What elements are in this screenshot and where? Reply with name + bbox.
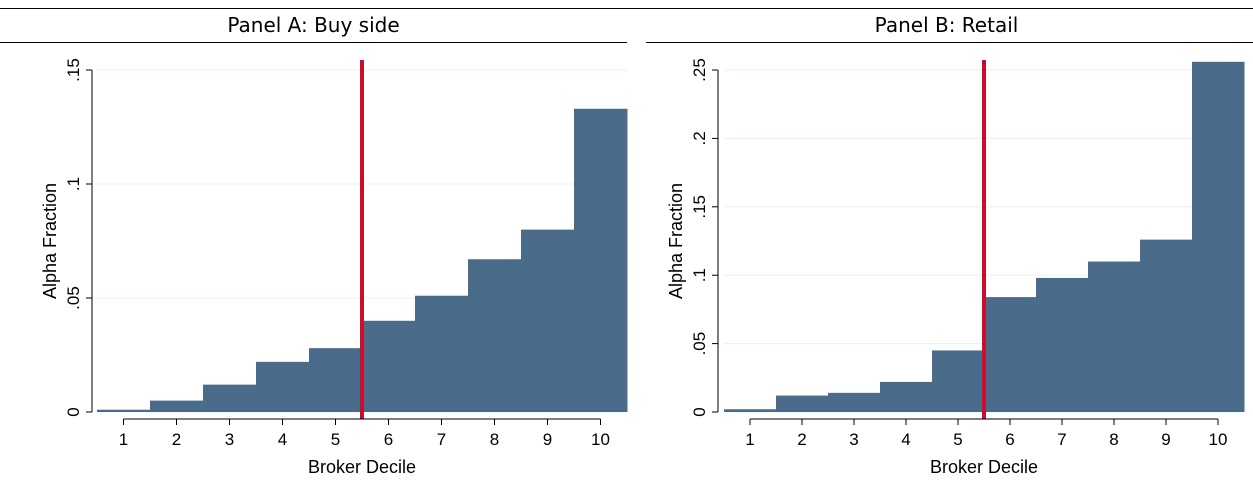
panel-b-y-tick-label: .05 [690, 332, 709, 356]
panel-b-x-tick-label: 7 [1057, 430, 1066, 449]
panel-a-x-axis-title: Broker Decile [308, 457, 416, 477]
panel-b-x-tick-label: 6 [1005, 430, 1014, 449]
panel-a-title-underline [0, 42, 627, 43]
panel-b-y-tick-label: .1 [690, 268, 709, 282]
panel-a-title: Panel A: Buy side [227, 13, 400, 37]
panel-b-bar [828, 392, 881, 412]
panel-b-y-tick-label: .15 [690, 195, 709, 219]
panel-b-y-axis-title: Alpha Fraction [666, 183, 686, 299]
panel-b-bar [880, 381, 933, 412]
panel-b-y-tick-label: 0 [690, 407, 709, 416]
panel-a-plot: 0 .05 .1 .15 1 2 3 4 5 6 7 8 9 10 Broker Decile Alpha F… [40, 58, 628, 477]
panel-b-title-underline [646, 42, 1253, 43]
panel-b-x-tick-label: 3 [849, 430, 858, 449]
top-rule [0, 8, 1253, 9]
panel-a-bar [309, 348, 363, 412]
panel-a-bar [97, 409, 151, 412]
panel-b-x-tick-label: 8 [1109, 430, 1118, 449]
panel-b-bar [1140, 239, 1193, 412]
panel-b-x-axis-title: Broker Decile [930, 457, 1038, 477]
panel-a-y-tick-label: 0 [64, 407, 83, 416]
panel-a-bar [521, 229, 575, 412]
panel-a-y-tick-label: .05 [64, 286, 83, 310]
panel-b-bar [724, 409, 777, 412]
panel-b-title: Panel B: Retail [874, 13, 1019, 37]
panel-a-bar [150, 400, 204, 412]
panel-a-x-tick-label: 8 [490, 430, 499, 449]
panel-a-y-tick-label: .15 [64, 58, 83, 82]
panel-b-bar [1088, 261, 1141, 412]
panel-a-bar [362, 320, 416, 412]
panel-b-bar [984, 297, 1037, 412]
panel-a-x-tick-label: 10 [591, 430, 610, 449]
panel-a-x-tick-label: 1 [119, 430, 128, 449]
panel-a-x-tick-label: 9 [543, 430, 552, 449]
panel-a-bar [574, 108, 628, 412]
panel-b-y-tick-label: .25 [690, 58, 709, 82]
panel-a-x-tick-label: 3 [225, 430, 234, 449]
panel-a-bar [203, 384, 257, 412]
panel-a-bar [468, 259, 522, 412]
panel-a-x-tick-label: 6 [384, 430, 393, 449]
panel-b-bar [1036, 277, 1089, 412]
panel-a-x-tick-label: 5 [331, 430, 340, 449]
panel-b-y-tick-label: .2 [690, 131, 709, 145]
panel-b-bar [1192, 61, 1245, 413]
panel-a-x-tick-label: 2 [172, 430, 181, 449]
panel-b-x-tick-label: 9 [1161, 430, 1170, 449]
panel-a-x-tick-label: 7 [437, 430, 446, 449]
panel-b-x-tick-label: 10 [1209, 430, 1228, 449]
panel-b-x-tick-label: 1 [745, 430, 754, 449]
panel-a-x-tick-label: 4 [278, 430, 287, 449]
panel-a-y-axis-title: Alpha Fraction [40, 183, 60, 299]
panel-b-bar [776, 395, 829, 412]
panel-b-plot: 0 .05 .1 .15 .2 .25 1 2 3 4 5 6 7 8 9 10 Broker Decile Al… [666, 58, 1245, 477]
panel-a-y-tick-label: .1 [64, 177, 83, 191]
panel-a-bar [256, 361, 310, 412]
panel-b-x-tick-label: 4 [901, 430, 910, 449]
panel-b-x-tick-label: 5 [953, 430, 962, 449]
panel-b-x-tick-label: 2 [797, 430, 806, 449]
panel-b-bar [932, 350, 985, 412]
panel-a-bar [415, 295, 469, 412]
